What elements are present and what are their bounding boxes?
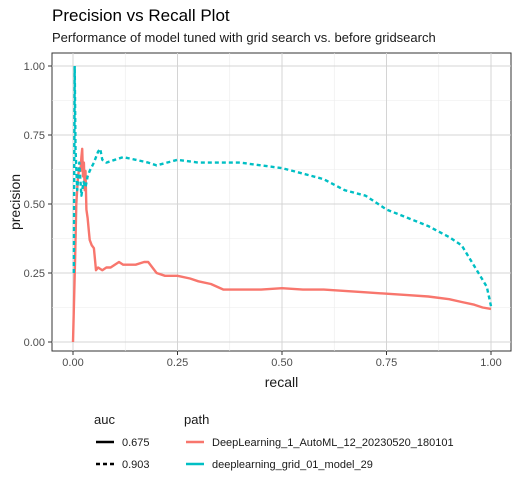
x-tick-label: 0.25 [167,357,188,369]
series-line-grid [72,64,493,307]
legend-label-path: DeepLearning_1_AutoML_12_20230520_180101 [212,437,454,449]
axis-ticks: 0.00 0.25 0.50 0.75 1.00 0.00 0.25 0.50 0.75 1.00 [24,61,502,369]
chart-subtitle: Performance of model tuned with grid sea… [52,30,436,45]
legend-label-auc: 0.903 [122,459,150,471]
y-tick-label: 0.75 [24,130,45,142]
y-tick-label: 0.25 [24,268,45,280]
x-tick-label: 0.00 [62,357,83,369]
series-layer [71,64,493,343]
x-tick-label: 1.00 [480,357,501,369]
x-axis-label: recall [265,374,298,390]
legend-title-auc: auc [94,412,115,427]
legend: auc 0.675 0.903 pathDeepLearning_1_AutoML_1… [94,412,454,471]
y-tick-label: 1.00 [24,61,45,73]
chart-title: Precision vs Recall Plot [52,6,230,25]
legend-title-path: path [184,412,209,427]
legend-label-path: deeplearning_grid_01_model_29 [212,459,373,471]
legend-label-auc: 0.675 [122,437,150,449]
grid-lines [52,53,511,351]
y-tick-label: 0.00 [24,337,45,349]
y-tick-label: 0.50 [24,199,45,211]
y-axis-label: precision [7,174,23,230]
x-tick-label: 0.75 [376,357,397,369]
x-tick-label: 0.50 [271,357,292,369]
series-line-automl [71,147,492,343]
